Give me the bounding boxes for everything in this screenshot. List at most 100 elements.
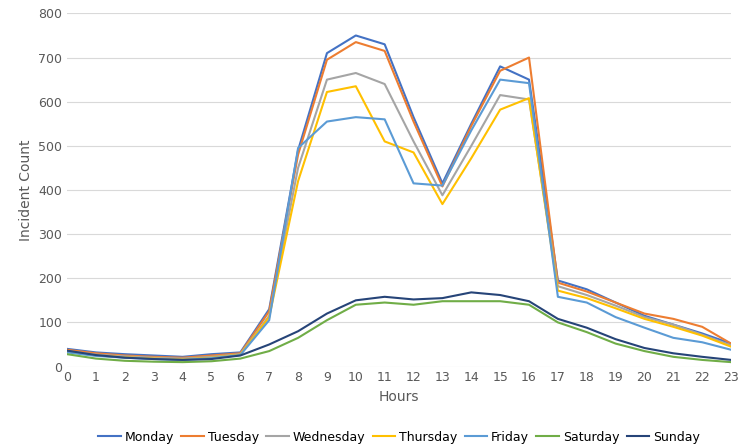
Monday	[207, 351, 216, 357]
Monday	[409, 114, 418, 120]
Wednesday	[236, 351, 245, 357]
Friday	[583, 300, 592, 305]
Monday	[380, 42, 389, 47]
Sunday	[92, 352, 101, 358]
Saturday	[265, 348, 274, 354]
Tuesday	[236, 350, 245, 356]
Sunday	[265, 342, 274, 347]
Tuesday	[294, 152, 303, 157]
Monday	[698, 331, 706, 336]
Thursday	[524, 96, 533, 101]
Thursday	[92, 353, 101, 358]
Tuesday	[409, 119, 418, 124]
Wednesday	[149, 355, 158, 360]
Saturday	[120, 358, 129, 363]
Saturday	[322, 317, 331, 323]
Thursday	[640, 316, 649, 321]
Tuesday	[438, 184, 447, 189]
Thursday	[669, 324, 678, 329]
Tuesday	[322, 57, 331, 63]
Thursday	[322, 89, 331, 95]
Friday	[63, 350, 72, 355]
Friday	[351, 114, 360, 120]
Thursday	[63, 349, 72, 354]
Thursday	[236, 352, 245, 357]
Saturday	[178, 359, 187, 365]
Friday	[294, 145, 303, 151]
Wednesday	[207, 354, 216, 359]
Thursday	[351, 84, 360, 89]
Wednesday	[524, 97, 533, 102]
Friday	[640, 325, 649, 330]
Friday	[727, 347, 736, 352]
Tuesday	[698, 324, 706, 329]
Sunday	[351, 298, 360, 303]
Wednesday	[178, 356, 187, 361]
Saturday	[207, 358, 216, 364]
Monday	[63, 346, 72, 352]
Thursday	[120, 354, 129, 360]
Sunday	[611, 337, 620, 342]
Friday	[149, 356, 158, 362]
Monday	[554, 278, 562, 283]
Wednesday	[120, 354, 129, 359]
Sunday	[583, 325, 592, 330]
Wednesday	[698, 332, 706, 337]
Line: Sunday: Sunday	[67, 292, 731, 360]
Monday	[178, 354, 187, 359]
Wednesday	[322, 77, 331, 82]
Tuesday	[380, 48, 389, 54]
Friday	[669, 335, 678, 341]
Thursday	[380, 139, 389, 144]
Thursday	[265, 314, 274, 320]
Monday	[265, 307, 274, 312]
Wednesday	[265, 313, 274, 318]
Thursday	[727, 344, 736, 350]
Tuesday	[495, 68, 504, 73]
Monday	[236, 350, 245, 355]
Wednesday	[640, 314, 649, 320]
Saturday	[438, 299, 447, 304]
Line: Tuesday: Tuesday	[67, 42, 731, 358]
Sunday	[380, 294, 389, 299]
Sunday	[669, 350, 678, 356]
Wednesday	[583, 292, 592, 298]
Sunday	[409, 297, 418, 302]
Wednesday	[63, 348, 72, 354]
Tuesday	[120, 353, 129, 358]
Saturday	[611, 341, 620, 346]
Saturday	[63, 351, 72, 357]
Friday	[265, 317, 274, 323]
Friday	[409, 181, 418, 186]
Tuesday	[727, 341, 736, 346]
Thursday	[583, 295, 592, 301]
Saturday	[727, 359, 736, 365]
Sunday	[322, 311, 331, 316]
Friday	[120, 355, 129, 360]
Thursday	[611, 306, 620, 311]
Monday	[351, 33, 360, 38]
Sunday	[294, 329, 303, 334]
Thursday	[495, 107, 504, 112]
Tuesday	[554, 280, 562, 285]
Wednesday	[438, 193, 447, 198]
Legend: Monday, Tuesday, Wednesday, Thursday, Friday, Saturday, Sunday: Monday, Tuesday, Wednesday, Thursday, Fr…	[93, 426, 705, 447]
Monday	[322, 51, 331, 56]
Friday	[322, 119, 331, 124]
Wednesday	[727, 343, 736, 348]
Saturday	[409, 302, 418, 308]
Wednesday	[380, 81, 389, 87]
Sunday	[698, 354, 706, 359]
Thursday	[554, 288, 562, 293]
Sunday	[120, 355, 129, 360]
Tuesday	[92, 350, 101, 356]
Monday	[640, 313, 649, 318]
Tuesday	[669, 316, 678, 321]
Sunday	[178, 357, 187, 363]
Y-axis label: Incident Count: Incident Count	[19, 139, 33, 241]
Line: Monday: Monday	[67, 35, 731, 357]
Sunday	[524, 299, 533, 304]
Wednesday	[495, 93, 504, 98]
Friday	[207, 355, 216, 361]
Tuesday	[149, 354, 158, 359]
